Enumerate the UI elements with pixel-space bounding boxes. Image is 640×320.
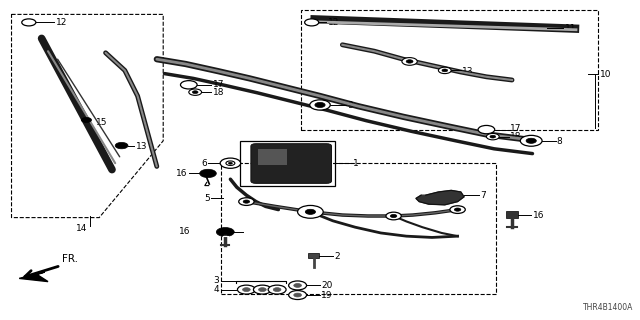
Text: 18: 18 [510,132,522,141]
Circle shape [310,100,330,110]
Circle shape [226,161,235,165]
Polygon shape [19,272,48,282]
FancyBboxPatch shape [251,144,332,183]
Text: 2: 2 [334,252,340,261]
Circle shape [305,209,316,214]
Text: 16: 16 [179,228,190,236]
Bar [506,211,518,218]
Circle shape [315,102,325,108]
Circle shape [22,19,36,26]
Circle shape [490,135,496,138]
Text: THR4B1400A: THR4B1400A [583,303,634,312]
Text: 9: 9 [347,101,353,110]
Circle shape [289,281,307,290]
Circle shape [438,67,451,74]
Circle shape [189,89,202,95]
Circle shape [239,198,254,205]
Circle shape [220,158,241,168]
Circle shape [273,288,281,292]
Circle shape [192,91,198,94]
Text: 12: 12 [56,18,67,27]
Circle shape [180,81,197,89]
Text: 13: 13 [136,142,147,151]
Circle shape [402,58,417,65]
Circle shape [386,212,401,220]
Circle shape [486,133,499,140]
Circle shape [228,162,232,164]
Polygon shape [416,190,464,205]
Circle shape [478,125,495,134]
Bar [221,163,496,294]
Bar [258,149,287,165]
Circle shape [450,206,465,213]
Circle shape [268,285,286,294]
Circle shape [259,288,266,292]
Circle shape [115,142,128,149]
Text: FR.: FR. [62,254,78,264]
Text: 18: 18 [212,88,224,97]
Circle shape [237,285,255,294]
Circle shape [243,200,250,203]
Circle shape [406,60,413,63]
Text: 1: 1 [353,159,359,168]
Circle shape [294,293,301,297]
Circle shape [303,208,318,216]
Circle shape [289,291,307,300]
Circle shape [454,208,461,211]
Text: 15: 15 [96,118,108,127]
Text: 8: 8 [557,137,563,146]
Text: 12: 12 [328,18,339,27]
Text: 4: 4 [214,285,220,294]
Text: 10: 10 [600,70,611,79]
Circle shape [520,135,542,146]
Text: 7: 7 [480,191,486,200]
Bar [240,141,335,186]
Circle shape [305,19,319,26]
Circle shape [526,138,536,143]
Text: 19: 19 [321,291,333,300]
Circle shape [243,288,250,292]
Text: 16: 16 [176,169,188,178]
Text: 17: 17 [212,80,224,89]
Circle shape [216,228,234,236]
Circle shape [200,169,216,178]
Text: 3: 3 [214,276,220,285]
Circle shape [442,69,448,72]
Circle shape [298,205,323,218]
Text: 5: 5 [204,194,210,203]
Text: 20: 20 [321,281,333,290]
Circle shape [81,117,92,123]
Text: 14: 14 [76,224,88,233]
Bar [301,10,598,130]
Text: 6: 6 [201,159,207,168]
Circle shape [253,285,271,294]
Circle shape [294,284,301,287]
Text: 16: 16 [532,211,544,220]
Text: 11: 11 [564,24,576,33]
Circle shape [390,214,397,218]
Text: 17: 17 [510,124,522,133]
Bar [308,253,319,258]
Circle shape [307,210,314,213]
Text: 13: 13 [462,67,474,76]
